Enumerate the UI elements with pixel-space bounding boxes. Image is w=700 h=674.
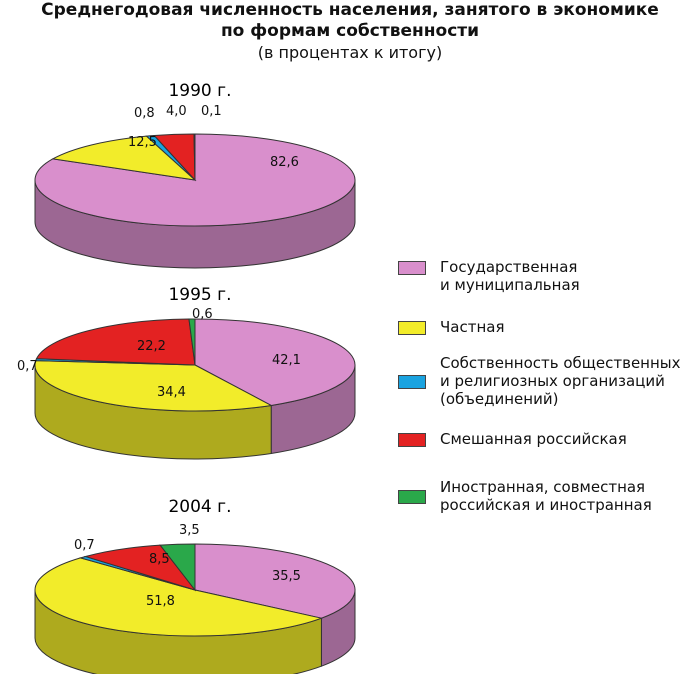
pie-2-slice-state <box>194 318 356 406</box>
pie-1-label-foreign: 0,1 <box>201 104 222 119</box>
pie-1-slice-foreign <box>193 133 196 181</box>
legend-label-public-org-2: и религиозных организаций <box>440 372 665 390</box>
legend-item-public-org: Собственность общественных и религиозных… <box>398 354 698 416</box>
legend-label-public-org-1: Собственность общественных <box>440 354 681 372</box>
title-line-1: Среднегодовая численность населения, зан… <box>41 0 659 20</box>
pie-3: 2004 г. 35,5 51,8 0,7 8,5 3,5 <box>34 497 356 674</box>
pie-1-label-private: 12,5 <box>128 135 157 150</box>
legend-label-public-org-3: (объединений) <box>440 390 559 408</box>
legend-label-foreign-2: российская и иностранная <box>440 496 652 514</box>
legend-item-foreign: Иностранная, совместная российская и ино… <box>398 478 698 518</box>
pie-2-label-state: 42,1 <box>272 353 301 368</box>
pie-1-label-mixed: 4,0 <box>166 104 187 119</box>
legend-label-state-1: Государственная <box>440 258 578 276</box>
legend: Государственная и муниципальная Частная … <box>398 258 698 518</box>
legend-swatch-foreign <box>398 490 426 504</box>
pie-3-title: 2004 г. <box>168 497 231 517</box>
legend-label-state-2: и муниципальная <box>440 276 580 294</box>
pie-3-label-private: 51,8 <box>146 594 175 609</box>
pie-3-slice-state <box>194 543 356 619</box>
legend-item-private: Частная <box>398 318 698 354</box>
pie-1-slice-private <box>51 135 197 181</box>
pie-2-label-foreign: 0,6 <box>192 307 213 322</box>
pie-3-slice-foreign <box>159 543 196 592</box>
pie-3-label-state: 35,5 <box>272 569 301 584</box>
title-line-3: (в процентах к итогу) <box>257 43 443 62</box>
pie-3-label-public-org: 0,7 <box>74 538 95 553</box>
pie-2-label-private: 34,4 <box>157 385 186 400</box>
pie-2-slice-foreign <box>188 318 196 366</box>
legend-item-mixed: Смешанная российская <box>398 430 698 474</box>
legend-swatch-public-org <box>398 375 426 389</box>
pie-1-label-state: 82,6 <box>270 155 299 170</box>
legend-label-foreign-1: Иностранная, совместная <box>440 478 646 496</box>
pie-2-title: 1995 г. <box>168 285 231 305</box>
title-line-2: по формам собственности <box>220 21 480 41</box>
pie-2-label-mixed: 22,2 <box>137 339 166 354</box>
legend-item-state: Государственная и муниципальная <box>398 258 698 304</box>
legend-swatch-state <box>398 261 426 275</box>
legend-swatch-private <box>398 321 426 335</box>
pie-3-label-foreign: 3,5 <box>179 523 200 538</box>
pie-2-slice-private <box>34 360 273 412</box>
legend-label-mixed: Смешанная российская <box>440 430 627 448</box>
pie-3-slice-mixed <box>83 544 197 591</box>
pie-2-slice-mixed <box>35 318 196 366</box>
pie-2-label-public-org: 0,7 <box>17 359 38 374</box>
pie-1: 1990 г. 82,6 12,5 0,8 4,0 0,1 <box>34 81 356 269</box>
pie-1-title: 1990 г. <box>168 81 231 101</box>
pie-1-label-public-org: 0,8 <box>134 106 155 121</box>
chart-title: Среднегодовая численность населения, зан… <box>0 0 700 63</box>
legend-label-private: Частная <box>440 318 505 336</box>
legend-swatch-mixed <box>398 433 426 447</box>
pie-3-label-mixed: 8,5 <box>149 552 170 567</box>
pie-2: 1995 г. 42,1 34,4 0,7 22,2 0,6 <box>17 285 356 460</box>
pie-3-slice-private <box>34 557 324 637</box>
